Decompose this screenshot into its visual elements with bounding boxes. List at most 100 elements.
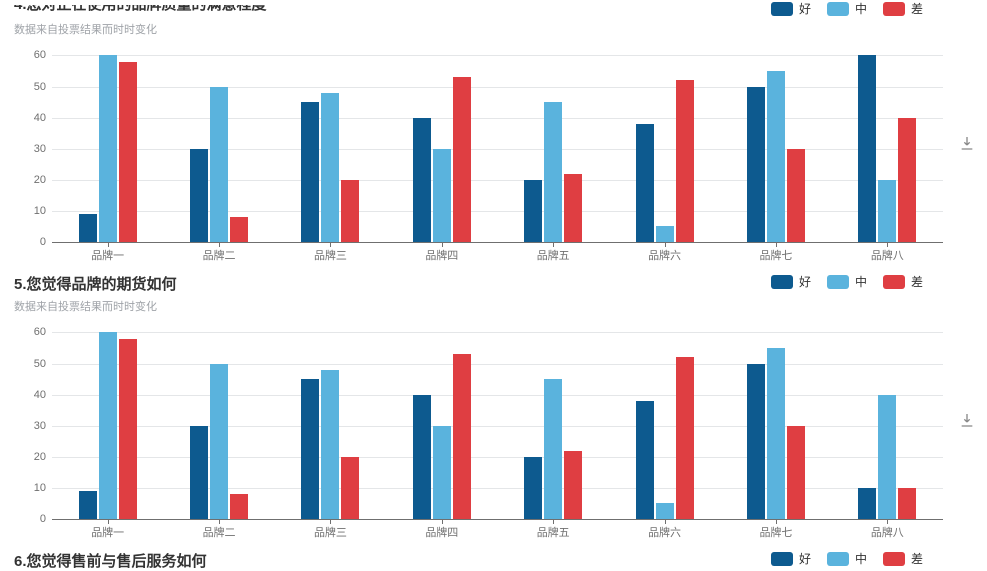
bar-mid[interactable] — [878, 395, 896, 519]
bar-bad[interactable] — [119, 339, 137, 519]
legend-item-good[interactable]: 好 — [771, 0, 811, 17]
bar-good[interactable] — [190, 426, 208, 519]
x-tick — [108, 242, 109, 247]
bar-bad[interactable] — [676, 357, 694, 519]
bar-mid[interactable] — [321, 93, 339, 242]
x-tick — [665, 519, 666, 524]
x-tick — [887, 242, 888, 247]
bar-bad[interactable] — [453, 354, 471, 519]
x-axis-label: 品牌六 — [609, 524, 720, 540]
bar-bad[interactable] — [341, 457, 359, 519]
bar-bad[interactable] — [676, 80, 694, 242]
bar-group — [386, 43, 497, 242]
bar-good[interactable] — [858, 55, 876, 242]
bar-good[interactable] — [636, 124, 654, 242]
bar-good[interactable] — [79, 214, 97, 242]
section-subtitle: 数据来自投票结果而时时变化 — [14, 21, 973, 37]
x-tick — [665, 242, 666, 247]
x-tick — [442, 519, 443, 524]
download-icon[interactable] — [959, 412, 975, 433]
bar-good[interactable] — [190, 149, 208, 242]
y-axis-label: 60 — [20, 326, 46, 338]
legend: 好 中差 — [771, 0, 973, 17]
bar-bad[interactable] — [453, 77, 471, 242]
bar-group — [498, 43, 609, 242]
x-axis-label: 品牌四 — [386, 247, 497, 263]
legend-label: 好 — [799, 550, 811, 567]
x-axis-label: 品牌二 — [163, 247, 274, 263]
bar-bad[interactable] — [119, 62, 137, 242]
legend-swatch — [883, 275, 905, 289]
bar-mid[interactable] — [433, 149, 451, 242]
bar-group — [386, 320, 497, 519]
legend-item-good[interactable]: 好 — [771, 273, 811, 290]
bar-mid[interactable] — [544, 379, 562, 519]
x-axis-label: 品牌三 — [275, 247, 386, 263]
legend-item-bad[interactable]: 差 — [883, 550, 923, 567]
bar-bad[interactable] — [230, 217, 248, 242]
bar-good[interactable] — [747, 87, 765, 242]
bar-good[interactable] — [413, 118, 431, 242]
bar-good[interactable] — [636, 401, 654, 519]
bar-good[interactable] — [858, 488, 876, 519]
download-icon[interactable] — [959, 135, 975, 156]
y-axis-label: 40 — [20, 389, 46, 401]
legend-item-good[interactable]: 好 — [771, 550, 811, 567]
legend-item-bad[interactable]: 差 — [883, 273, 923, 290]
bar-bad[interactable] — [898, 488, 916, 519]
bar-bad[interactable] — [787, 149, 805, 242]
bar-mid[interactable] — [210, 364, 228, 519]
x-axis-label: 品牌八 — [832, 524, 943, 540]
bar-good[interactable] — [524, 180, 542, 242]
y-axis-label: 50 — [20, 358, 46, 370]
bar-bad[interactable] — [564, 451, 582, 519]
bar-mid[interactable] — [433, 426, 451, 519]
legend-item-mid[interactable]: 中 — [827, 273, 867, 290]
legend-item-mid[interactable]: 中 — [827, 0, 867, 17]
bar-group — [275, 320, 386, 519]
legend-label: 差 — [911, 550, 923, 567]
legend-label: 中 — [855, 0, 867, 17]
bar-good[interactable] — [413, 395, 431, 519]
bar-bad[interactable] — [898, 118, 916, 242]
x-axis-label: 品牌一 — [52, 247, 163, 263]
bar-mid[interactable] — [544, 102, 562, 242]
x-tick — [887, 519, 888, 524]
x-tick — [442, 242, 443, 247]
bar-good[interactable] — [524, 457, 542, 519]
bar-mid[interactable] — [767, 71, 785, 242]
bar-mid[interactable] — [99, 332, 117, 519]
legend-item-mid[interactable]: 中 — [827, 550, 867, 567]
x-tick — [330, 242, 331, 247]
chart-section-q5: 5.您觉得品牌的期货如何好中差数据来自投票结果而时时变化010203040506… — [0, 269, 987, 540]
bar-group — [832, 43, 943, 242]
bar-mid[interactable] — [878, 180, 896, 242]
bar-bad[interactable] — [341, 180, 359, 242]
bar-group — [720, 43, 831, 242]
bar-mid[interactable] — [656, 226, 674, 242]
bar-bad[interactable] — [230, 494, 248, 519]
legend-item-bad[interactable]: 差 — [883, 0, 923, 17]
bar-group — [498, 320, 609, 519]
bar-good[interactable] — [301, 379, 319, 519]
bar-mid[interactable] — [656, 503, 674, 519]
legend-label: 差 — [911, 273, 923, 290]
y-axis-label: 60 — [20, 49, 46, 61]
y-axis-label: 30 — [20, 420, 46, 432]
bar-mid[interactable] — [321, 370, 339, 519]
bar-mid[interactable] — [99, 55, 117, 242]
y-axis-label: 0 — [20, 236, 46, 248]
x-axis-label: 品牌五 — [498, 524, 609, 540]
bar-bad[interactable] — [564, 174, 582, 242]
bar-group — [720, 320, 831, 519]
bar-chart: 0102030405060 — [52, 43, 943, 243]
bar-bad[interactable] — [787, 426, 805, 519]
x-tick — [553, 519, 554, 524]
bar-good[interactable] — [747, 364, 765, 519]
bar-good[interactable] — [301, 102, 319, 242]
bar-good[interactable] — [79, 491, 97, 519]
bar-group — [52, 43, 163, 242]
bar-mid[interactable] — [210, 87, 228, 242]
bar-mid[interactable] — [767, 348, 785, 519]
x-axis-label: 品牌六 — [609, 247, 720, 263]
